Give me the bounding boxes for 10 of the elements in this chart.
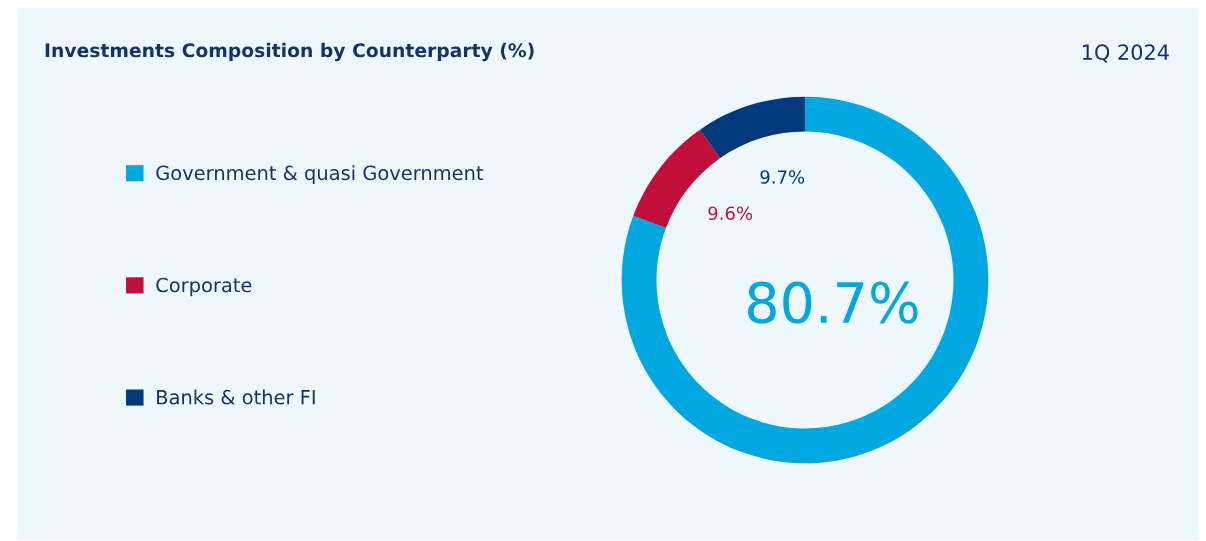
donut-slice [621, 96, 989, 464]
legend-label: Government & quasi Government [156, 165, 484, 184]
legend-label: Banks & other FI [157, 389, 315, 405]
data-label: 80.7% [748, 281, 918, 324]
donut-slice [700, 96, 805, 159]
legend-label: Corporate [156, 277, 252, 297]
data-label: 9.6% [708, 206, 753, 221]
chart-title: Investments Composition by Counterparty (%) [45, 42, 534, 62]
data-label: 9.7% [760, 170, 805, 184]
text: 1Q 2024 [1082, 44, 1169, 63]
